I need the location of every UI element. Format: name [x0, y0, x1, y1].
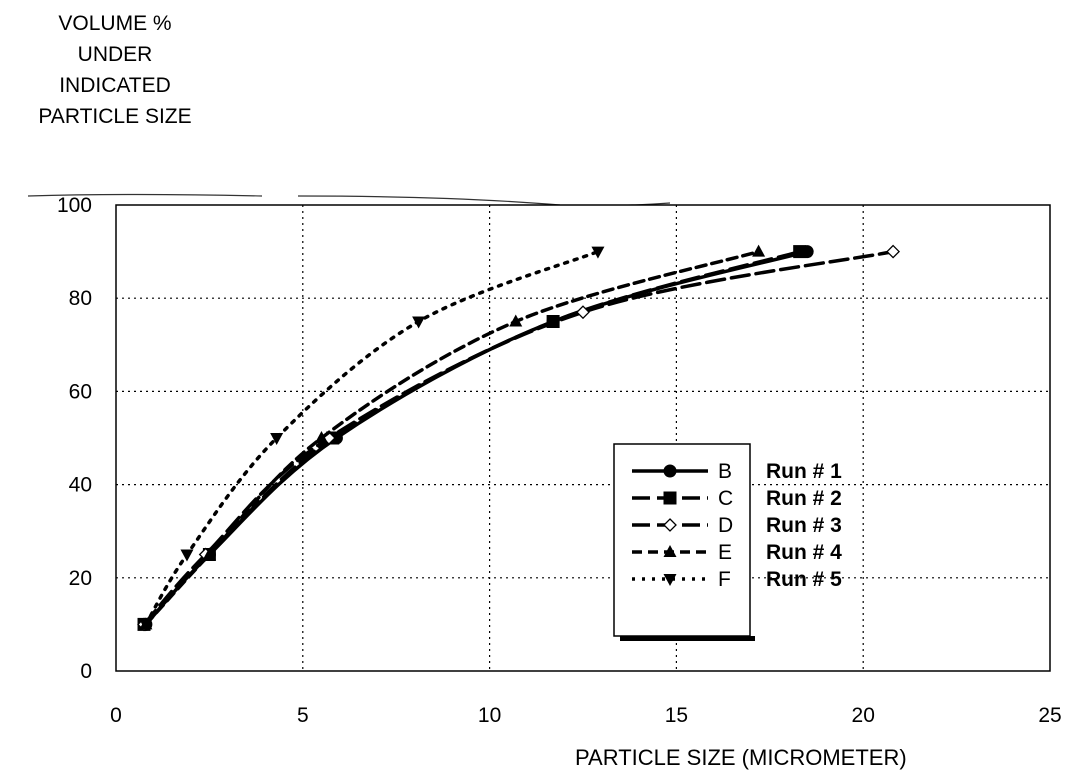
data-point-F: [139, 619, 153, 632]
legend-label-E: E: [718, 541, 732, 564]
y-tick-label: 60: [69, 380, 92, 403]
x-tick-label: 15: [665, 704, 688, 727]
y-axis-label-line-2: UNDER: [77, 43, 153, 66]
legend-marker-B: [663, 464, 677, 478]
legend-label-D: D: [718, 514, 733, 537]
series-line-F: [144, 249, 600, 627]
x-tick-label: 25: [1038, 704, 1061, 727]
legend-box: [613, 443, 751, 637]
y-axis-label-line-1: VOLUME %: [58, 12, 172, 35]
x-axis-label: PARTICLE SIZE (MICROMETER): [575, 745, 907, 770]
legend-marker-D: [663, 518, 677, 532]
data-point-C: [793, 245, 807, 259]
x-tick-label: 10: [478, 704, 501, 727]
legend: B Run # 1 C Run # 2 D Run # 3 E Run # 4 F Run # 5: [613, 443, 842, 641]
y-tick-label: 20: [69, 567, 92, 590]
header-rule-right: [297, 195, 671, 207]
legend-label-B: B: [718, 460, 732, 483]
x-tick-label: 0: [110, 704, 122, 727]
data-point-D: [886, 244, 901, 259]
data-point-E: [752, 244, 766, 257]
legend-run-label: Run # 1: [766, 460, 842, 483]
legend-run-label: Run # 3: [766, 514, 842, 537]
x-tick-label: 20: [852, 704, 875, 727]
data-point-F: [412, 316, 426, 329]
legend-marker-F: [663, 574, 677, 586]
data-point-F: [270, 433, 284, 445]
series-layer: [137, 244, 901, 632]
header-rule-left: [27, 193, 263, 197]
legend-marker-E: [663, 545, 677, 557]
series-F: [139, 246, 605, 632]
x-tick-labels: 0 5 10 15 20 25: [110, 704, 1062, 727]
y-axis-label-line-4: PARTICLE SIZE: [38, 105, 192, 128]
legend-run-label: Run # 5: [766, 568, 842, 591]
series-E: [139, 244, 766, 630]
legend-marker-C: [663, 491, 677, 505]
y-tick-label: 0: [80, 660, 92, 683]
y-tick-label: 40: [69, 474, 92, 497]
plot-area: [115, 204, 1051, 672]
data-point-D: [576, 305, 590, 320]
x-tick-label: 5: [297, 704, 309, 727]
data-point-F: [591, 246, 605, 259]
data-point-E: [314, 431, 328, 443]
legend-shadow-bottom: [620, 636, 755, 641]
y-tick-labels: 0 20 40 60 80 100: [57, 194, 92, 683]
data-point-E: [509, 314, 523, 327]
data-point-E: [202, 547, 216, 560]
data-point-F: [180, 549, 194, 562]
legend-run-label: Run # 4: [766, 541, 842, 564]
y-tick-label: 80: [69, 287, 92, 310]
legend-label-C: C: [718, 487, 733, 510]
y-axis-label: VOLUME % UNDER INDICATED PARTICLE SIZE: [0, 8, 230, 132]
legend-label-F: F: [718, 568, 731, 591]
y-axis-label-line-3: INDICATED: [59, 74, 171, 97]
y-tick-label: 100: [57, 194, 92, 217]
legend-run-label: Run # 2: [766, 487, 842, 510]
header-rule-lines: [27, 193, 671, 207]
